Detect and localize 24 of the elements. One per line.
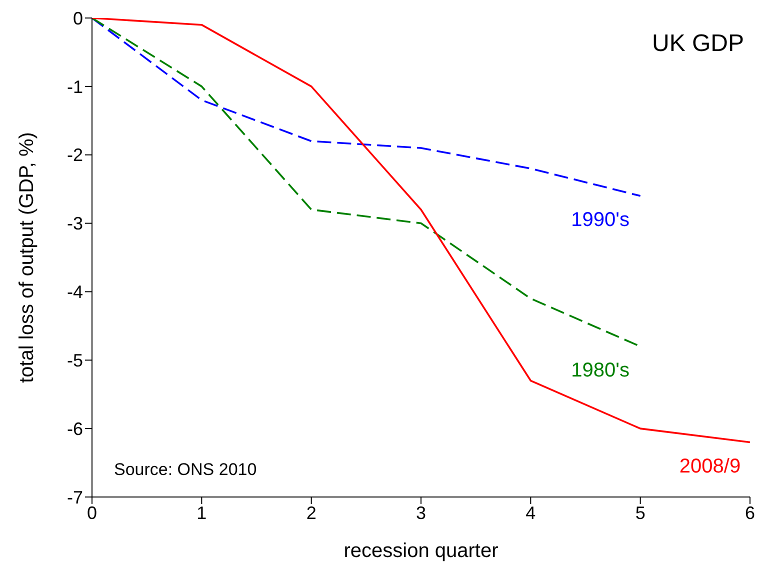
line-series <box>92 18 642 197</box>
y-tick-label: 0 <box>72 8 83 28</box>
x-tick-label: 1 <box>196 502 207 523</box>
y-tick-label: -7 <box>66 487 83 508</box>
y-tick-label: -2 <box>66 145 83 166</box>
x-tick-label: 2 <box>306 502 316 523</box>
y-tick-label: -5 <box>66 350 83 371</box>
x-tick-label: 5 <box>635 502 646 523</box>
line-series <box>92 18 750 444</box>
series-label: 1980's <box>571 359 630 382</box>
y-tick-label: -6 <box>66 418 83 439</box>
series-label: 1990's <box>571 208 630 231</box>
annotation: Source: ONS 2010 <box>114 460 257 480</box>
series-label: 2008/9 <box>679 455 741 478</box>
x-tick-label: 0 <box>86 502 98 523</box>
y-tick-label: -3 <box>66 214 83 234</box>
text: UK GDP <box>652 30 744 58</box>
y-tick-label: -1 <box>66 76 83 97</box>
x-tick-label: 6 <box>744 502 756 523</box>
x-tick-label: 4 <box>526 502 536 523</box>
y-tick-label: -4 <box>66 282 83 302</box>
x-axis-title: recession quarter <box>344 540 499 562</box>
y-axis-title: total loss of output (GDP, %) <box>16 132 38 383</box>
x-tick-label: 3 <box>416 502 426 523</box>
